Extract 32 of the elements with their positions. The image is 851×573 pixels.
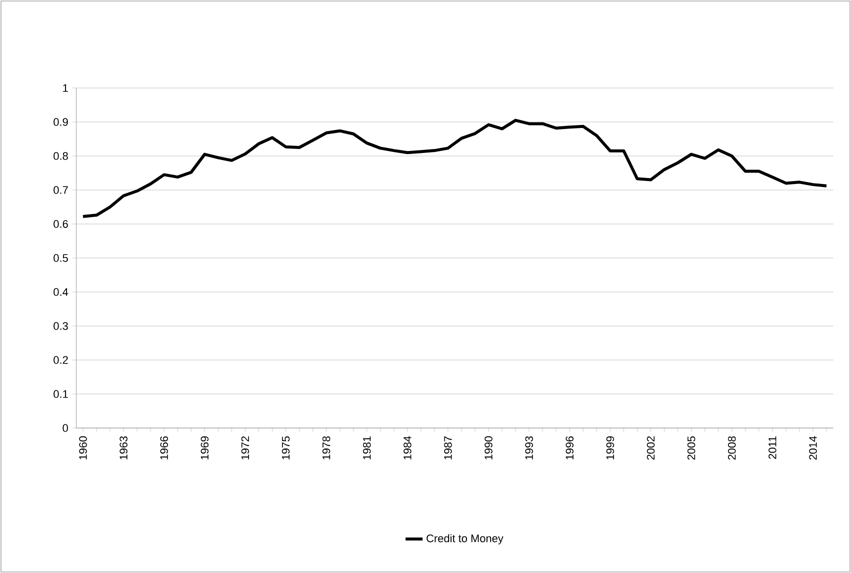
x-tick-label: 1984: [404, 436, 412, 460]
x-tick-label: 1987: [444, 436, 452, 460]
y-tick-label: 0.4: [54, 288, 68, 296]
x-tick-label: 2008: [728, 436, 736, 460]
x-tick-label: 2014: [809, 436, 817, 460]
line-series: [82, 118, 828, 218]
y-tick-label: 0.7: [54, 186, 68, 194]
legend-label: Credit to Money: [426, 534, 504, 544]
x-tick-label: 2002: [646, 436, 655, 460]
x-tick-label: 1972: [241, 436, 250, 460]
x-tick-label: 1996: [566, 436, 574, 460]
x-tick-label: 1978: [322, 436, 330, 460]
x-tick-label: 2011: [768, 436, 776, 459]
y-tick-label: 0.2: [54, 356, 68, 364]
y-tick-label: 1: [63, 84, 68, 92]
y-tick-label: 0: [62, 424, 68, 432]
x-tick-label: 1963: [120, 436, 128, 460]
x-tick-label: 1993: [525, 436, 533, 460]
y-tick-label: 0.8: [54, 152, 68, 160]
x-tick-label: 1960: [79, 436, 87, 460]
x-tick-label: 1981: [363, 436, 371, 460]
x-tick-label: 1990: [484, 436, 492, 460]
x-tick-label: 2005: [687, 436, 696, 460]
y-tick-label: 0.1: [54, 390, 68, 398]
x-tick-label: 1966: [160, 436, 168, 460]
y-tick-label: 0.5: [54, 254, 68, 262]
x-tick-label: 1975: [282, 436, 290, 460]
y-tick-label: 0.6: [54, 220, 68, 228]
y-tick-label: 0.9: [54, 118, 68, 126]
x-tick-label: 1999: [606, 436, 614, 460]
y-tick-label: 0.3: [54, 322, 68, 330]
x-tick-label: 1969: [200, 436, 209, 460]
